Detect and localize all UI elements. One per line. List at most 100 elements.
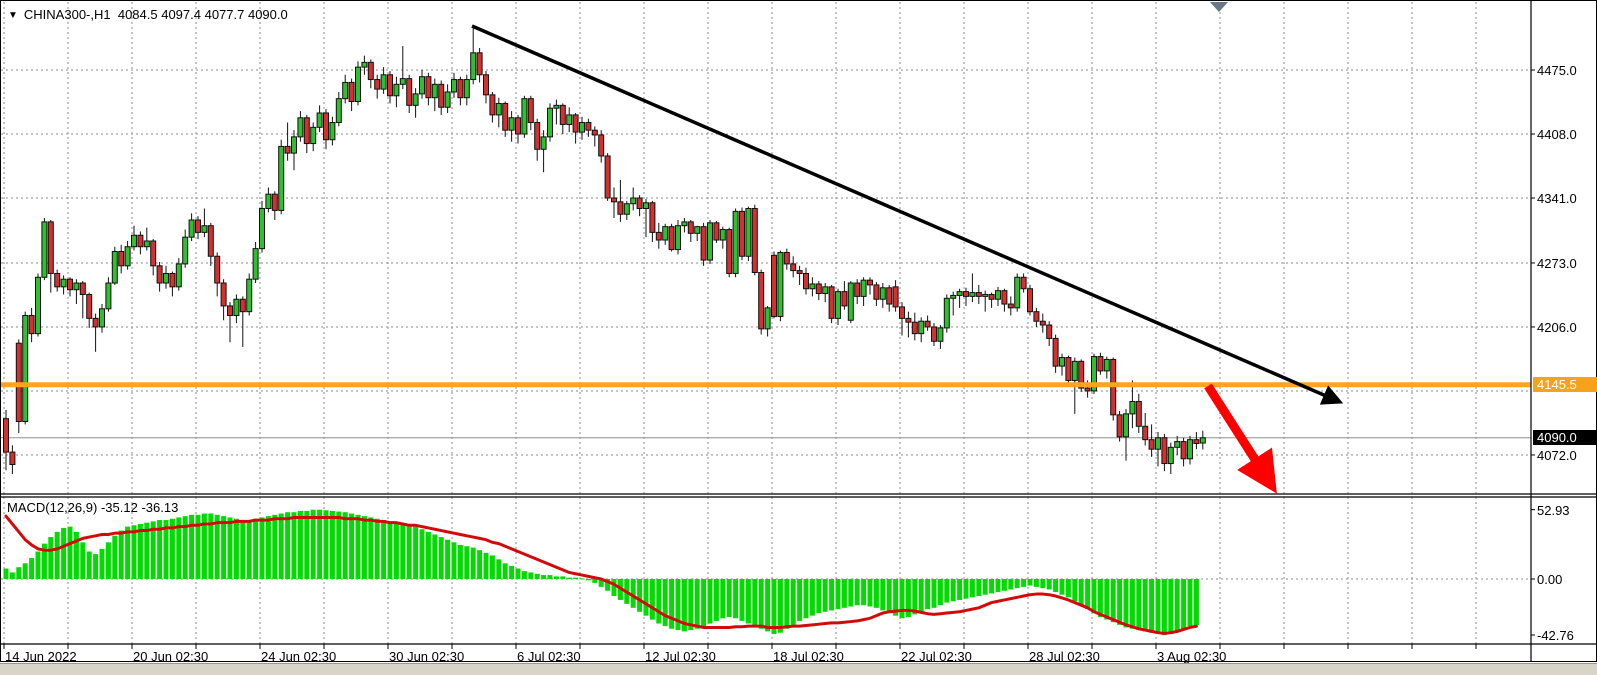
macd-histogram-bar: [1155, 579, 1161, 635]
candle-bearish: [1193, 439, 1200, 444]
macd-histogram-bar: [899, 579, 905, 619]
current-price-badge: 4090.0: [1533, 429, 1597, 445]
candle-bullish: [451, 79, 457, 93]
candle-bullish: [259, 208, 265, 250]
candle-bearish: [156, 265, 163, 284]
macd-histogram-bar: [214, 514, 220, 579]
macd-histogram-bar: [489, 555, 495, 579]
candle-bullish: [111, 250, 118, 284]
macd-histogram-bar: [918, 579, 924, 612]
candle-bullish: [822, 286, 829, 295]
macd-histogram-bar: [893, 579, 899, 616]
macd-histogram-bar: [637, 579, 643, 612]
macd-histogram-bar: [733, 579, 739, 619]
candle-bearish: [873, 284, 880, 300]
candle-bullish: [182, 236, 189, 265]
candle-bullish: [937, 327, 944, 342]
macd-histogram-bar: [272, 514, 278, 579]
hline-price-badge: 4145.5: [1533, 376, 1597, 392]
candle-bullish: [291, 136, 297, 154]
macd-histogram-bar: [259, 517, 265, 579]
macd-histogram-bar: [54, 531, 60, 579]
candle-bullish: [22, 314, 29, 423]
macd-histogram-bar: [1014, 579, 1020, 589]
candle-bullish: [1167, 446, 1174, 465]
candle-bullish: [60, 278, 67, 288]
macd-histogram-bar: [432, 534, 438, 579]
macd-histogram-bar: [944, 579, 950, 603]
macd-histogram-bar: [1085, 579, 1091, 610]
candle-bullish: [431, 83, 438, 99]
macd-histogram-bar: [662, 579, 668, 627]
macd-histogram-bar: [1072, 579, 1078, 602]
macd-histogram-bar: [419, 529, 425, 579]
time-axis-label: 24 Jun 02:30: [261, 649, 337, 664]
candle-bullish: [124, 246, 131, 267]
macd-main-value: -35.12: [100, 500, 138, 515]
candle-bullish: [233, 298, 240, 316]
macd-histogram-bar: [445, 539, 451, 579]
macd-histogram-bar: [675, 579, 681, 631]
macd-histogram-bar: [457, 544, 463, 579]
candle-bearish: [911, 321, 918, 335]
macd-histogram-bar: [534, 573, 540, 579]
candle-bearish: [617, 201, 624, 215]
price-axis-label: 4341.0: [1537, 191, 1577, 206]
macd-histogram-bar: [285, 512, 291, 579]
macd-histogram-bar: [797, 579, 803, 621]
macd-histogram-bar: [112, 535, 118, 579]
macd-histogram-bar: [515, 568, 521, 579]
status-strip: [0, 663, 1597, 675]
candle-bearish: [975, 292, 982, 297]
candle-bearish: [54, 272, 61, 288]
macd-histogram-bar: [867, 579, 873, 607]
candle-bullish: [630, 197, 637, 205]
time-axis-label: 12 Jul 02:30: [645, 649, 716, 664]
macd-histogram-bar: [297, 510, 303, 579]
candle-bullish: [265, 193, 272, 210]
candle-bullish: [995, 290, 1001, 300]
macd-signal-line: [4, 514, 1198, 635]
time-axis-label: 28 Jul 02:30: [1029, 649, 1100, 664]
candle-bearish: [796, 270, 803, 274]
time-axis-label: 6 Jul 02:30: [517, 649, 581, 664]
candle-bullish: [412, 93, 419, 106]
macd-histogram-bar: [1149, 579, 1155, 633]
macd-histogram-bar: [470, 547, 476, 579]
price-axis-label: 4072.0: [1537, 447, 1577, 463]
candle-bearish: [374, 79, 381, 90]
macd-histogram-bar: [16, 567, 22, 579]
macd-axis-label: 52.93: [1537, 502, 1570, 518]
candle-bullish: [463, 79, 470, 99]
macd-histogram-bar: [1046, 579, 1052, 590]
macd-histogram-bar: [957, 579, 963, 600]
candle-bearish: [892, 286, 899, 308]
macd-histogram-bar: [528, 572, 534, 579]
sell-arrow[interactable]: [1204, 383, 1277, 494]
candle-bullish: [297, 117, 304, 138]
macd-histogram-bar: [278, 513, 284, 579]
macd-signal-value: -36.13: [141, 500, 179, 515]
candle-bearish: [854, 282, 861, 297]
symbol-period-label: CHINA300-,H1: [23, 7, 111, 22]
macd-histogram-bar: [1027, 579, 1033, 586]
downtrend-line[interactable]: [471, 24, 1344, 405]
candle-bullish: [131, 234, 137, 248]
candle-bullish: [1014, 276, 1021, 309]
price-axis-label: 4475.0: [1537, 63, 1577, 78]
candle-bullish: [540, 136, 547, 150]
macd-histogram-bar: [368, 517, 374, 579]
candle-bearish: [963, 291, 969, 297]
macd-histogram-bar: [784, 579, 790, 629]
macd-histogram-bar: [963, 579, 969, 599]
candle-bullish: [918, 320, 925, 335]
symbol-dropdown-icon[interactable]: ▼: [8, 10, 18, 21]
chart-shift-marker-icon[interactable]: [1210, 2, 1228, 12]
candle-bearish: [271, 193, 278, 211]
candle-bearish: [527, 98, 534, 124]
candle-bullish: [681, 221, 688, 227]
candle-bearish: [841, 291, 848, 307]
macd-histogram-bar: [1142, 579, 1148, 632]
macd-histogram-bar: [1104, 579, 1110, 620]
